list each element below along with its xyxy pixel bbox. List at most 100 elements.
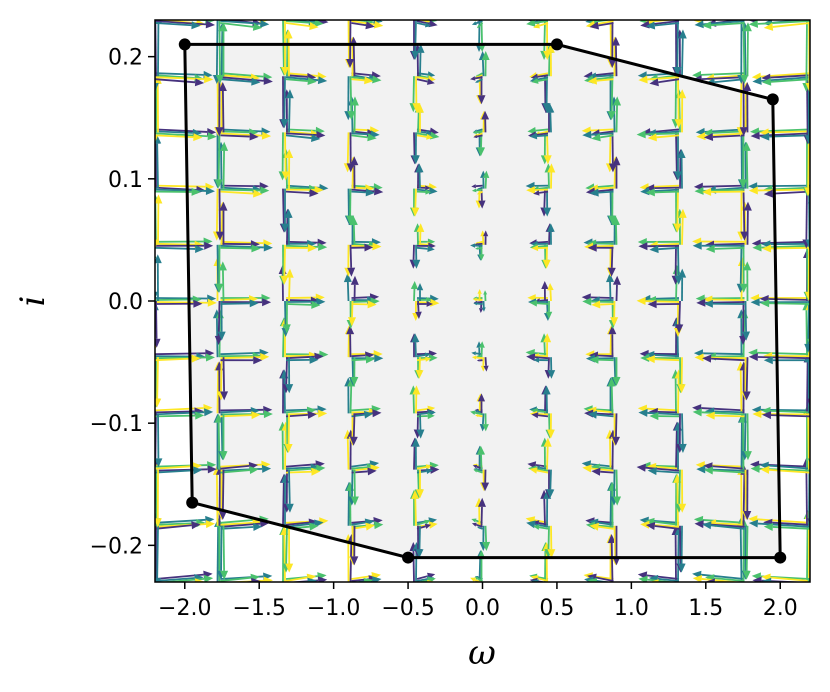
vector-arrow-143-head bbox=[547, 549, 556, 559]
vector-arrow-939-head bbox=[608, 58, 617, 68]
vector-arrow-231 bbox=[549, 469, 552, 490]
vector-arrow-735-head bbox=[350, 96, 359, 106]
vector-arrow-311-head bbox=[482, 424, 489, 432]
vector-arrow-594 bbox=[657, 242, 680, 246]
vector-arrow-103-head bbox=[220, 570, 229, 580]
vector-arrow-613 bbox=[811, 203, 812, 244]
vector-arrow-674 bbox=[597, 186, 614, 190]
vector-arrow-66 bbox=[657, 577, 680, 582]
vector-arrow-463-head bbox=[285, 268, 294, 278]
vector-arrow-5 bbox=[155, 581, 156, 582]
vector-arrow-436-head bbox=[748, 353, 758, 362]
vector-arrow-708-head bbox=[207, 132, 217, 141]
vector-arrow-247-head bbox=[678, 503, 687, 513]
vector-arrow-286-head bbox=[307, 410, 317, 419]
vector-arrow-654-head bbox=[425, 189, 432, 195]
vector-arrow-767 bbox=[615, 105, 618, 133]
vector-arrow-967 bbox=[813, 0, 814, 20]
vector-arrow-883-head bbox=[155, 82, 159, 92]
vector-arrow-690 bbox=[715, 186, 745, 191]
vector-arrow-916 bbox=[416, 20, 430, 25]
vector-arrow-666 bbox=[538, 186, 549, 190]
vector-arrow-315-head bbox=[542, 385, 551, 395]
vector-arrow-428-head bbox=[694, 353, 704, 362]
vector-arrow-838 bbox=[477, 78, 483, 83]
vector-arrow-710-head bbox=[193, 133, 203, 142]
vector-arrow-5-head bbox=[151, 638, 159, 647]
vector-arrow-718-head bbox=[249, 132, 259, 141]
vector-arrow-252-head bbox=[696, 465, 706, 474]
vector-arrow-418 bbox=[654, 354, 680, 358]
vector-arrow-862-head bbox=[649, 78, 659, 87]
vector-arrow-489-head bbox=[541, 281, 549, 290]
vector-arrow-465-head bbox=[343, 273, 352, 283]
vector-arrow-187 bbox=[217, 422, 221, 470]
vector-arrow-239-head bbox=[613, 496, 622, 506]
vector-arrow-635-head bbox=[281, 223, 289, 233]
vector-arrow-338 bbox=[714, 410, 745, 414]
vector-arrow-759-head bbox=[546, 103, 555, 113]
vector-arrow-846 bbox=[537, 78, 549, 82]
vector-arrow-566-head bbox=[427, 245, 435, 253]
vector-arrow-392-head bbox=[471, 351, 477, 356]
vector-arrow-912 bbox=[427, 20, 429, 21]
vector-arrow-468 bbox=[351, 300, 371, 303]
vector-arrow-1 bbox=[151, 519, 152, 582]
vector-arrow-547-head bbox=[280, 275, 289, 285]
vector-arrow-727-head bbox=[285, 89, 294, 99]
vector-arrow-119-head bbox=[350, 556, 359, 566]
vector-arrow-902 bbox=[285, 22, 310, 28]
vector-arrow-910 bbox=[351, 22, 367, 27]
vector-arrow-70 bbox=[658, 583, 679, 585]
vector-arrow-695 bbox=[745, 150, 749, 189]
vector-arrow-670 bbox=[538, 190, 549, 194]
vector-arrow-686 bbox=[654, 190, 680, 194]
vector-arrow-414-head bbox=[589, 355, 599, 364]
vector-arrow-739-head bbox=[411, 155, 420, 165]
vector-arrow-241 bbox=[675, 430, 678, 470]
vector-arrow-214-head bbox=[426, 468, 433, 475]
vector-arrow-404-head bbox=[526, 353, 536, 362]
vector-arrow-638 bbox=[285, 190, 310, 194]
vector-arrow-270-head bbox=[195, 411, 205, 420]
vector-arrow-845 bbox=[548, 52, 551, 77]
vector-arrow-611-head bbox=[804, 291, 810, 301]
vector-arrow-924-head bbox=[471, 21, 477, 26]
vector-arrow-720 bbox=[285, 128, 316, 132]
vector-arrow-207-head bbox=[350, 496, 359, 506]
vector-arrow-478-head bbox=[426, 301, 433, 307]
vector-arrow-59-head bbox=[607, 534, 616, 544]
vector-arrow-729 bbox=[346, 132, 350, 164]
vector-arrow-964 bbox=[757, 20, 810, 25]
vector-arrow-591-head bbox=[612, 216, 621, 226]
vector-arrow-651-head bbox=[411, 207, 420, 217]
vector-arrow-805 bbox=[220, 31, 224, 77]
vector-arrow-926-head bbox=[476, 25, 481, 29]
vector-arrow-168 bbox=[757, 518, 810, 524]
vector-arrow-102-head bbox=[253, 523, 263, 531]
vector-arrow-878-head bbox=[762, 77, 772, 86]
vector-arrow-579-head bbox=[542, 259, 551, 269]
vector-arrow-686-head bbox=[645, 188, 655, 197]
vector-arrow-411-head bbox=[608, 325, 617, 335]
vector-arrow-750-head bbox=[473, 134, 478, 139]
vector-arrow-356-head bbox=[205, 353, 215, 362]
vector-arrow-210 bbox=[416, 466, 427, 470]
vector-arrow-747-head bbox=[477, 147, 486, 157]
vector-arrow-819 bbox=[349, 76, 353, 112]
vector-arrow-687-head bbox=[677, 149, 686, 159]
vector-arrow-266 bbox=[155, 410, 195, 414]
vector-arrow-117 bbox=[351, 525, 354, 557]
vector-arrow-716-head bbox=[261, 131, 272, 140]
vector-arrow-98 bbox=[220, 521, 253, 526]
vector-arrow-199 bbox=[288, 469, 291, 504]
vector-arrow-19 bbox=[283, 534, 286, 582]
vector-arrow-631 bbox=[222, 150, 225, 189]
vector-arrow-835-head bbox=[477, 95, 486, 105]
vector-arrow-158-head bbox=[645, 522, 656, 530]
vector-arrow-862 bbox=[658, 78, 680, 84]
vector-arrow-941 bbox=[614, 20, 616, 21]
vector-arrow-807-head bbox=[219, 22, 228, 32]
vector-arrow-383-head bbox=[350, 376, 359, 386]
vector-arrow-298 bbox=[416, 410, 428, 414]
